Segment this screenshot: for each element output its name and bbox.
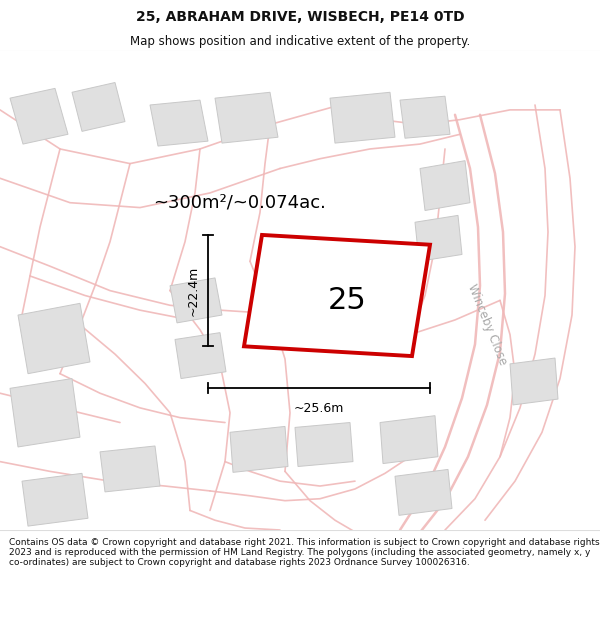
Text: Winceby Close: Winceby Close: [465, 282, 509, 368]
Polygon shape: [10, 379, 80, 447]
Polygon shape: [18, 303, 90, 374]
Text: Map shows position and indicative extent of the property.: Map shows position and indicative extent…: [130, 35, 470, 48]
Polygon shape: [380, 416, 438, 464]
Polygon shape: [420, 161, 470, 211]
Polygon shape: [400, 96, 450, 138]
Polygon shape: [415, 216, 462, 261]
Polygon shape: [170, 278, 222, 323]
Polygon shape: [230, 426, 288, 472]
Text: 25, ABRAHAM DRIVE, WISBECH, PE14 0TD: 25, ABRAHAM DRIVE, WISBECH, PE14 0TD: [136, 10, 464, 24]
Text: Contains OS data © Crown copyright and database right 2021. This information is : Contains OS data © Crown copyright and d…: [9, 538, 599, 568]
Text: ~300m²/~0.074ac.: ~300m²/~0.074ac.: [154, 194, 326, 212]
Text: 25: 25: [328, 286, 367, 315]
Polygon shape: [22, 473, 88, 526]
Polygon shape: [244, 235, 430, 356]
Polygon shape: [72, 82, 125, 131]
Polygon shape: [100, 446, 160, 492]
Text: ~22.4m: ~22.4m: [187, 266, 200, 316]
Polygon shape: [510, 358, 558, 405]
Polygon shape: [150, 100, 208, 146]
Polygon shape: [330, 92, 395, 143]
Polygon shape: [175, 332, 226, 379]
Polygon shape: [10, 88, 68, 144]
Text: ~25.6m: ~25.6m: [294, 402, 344, 415]
Polygon shape: [215, 92, 278, 143]
Polygon shape: [295, 422, 353, 466]
Polygon shape: [395, 469, 452, 516]
